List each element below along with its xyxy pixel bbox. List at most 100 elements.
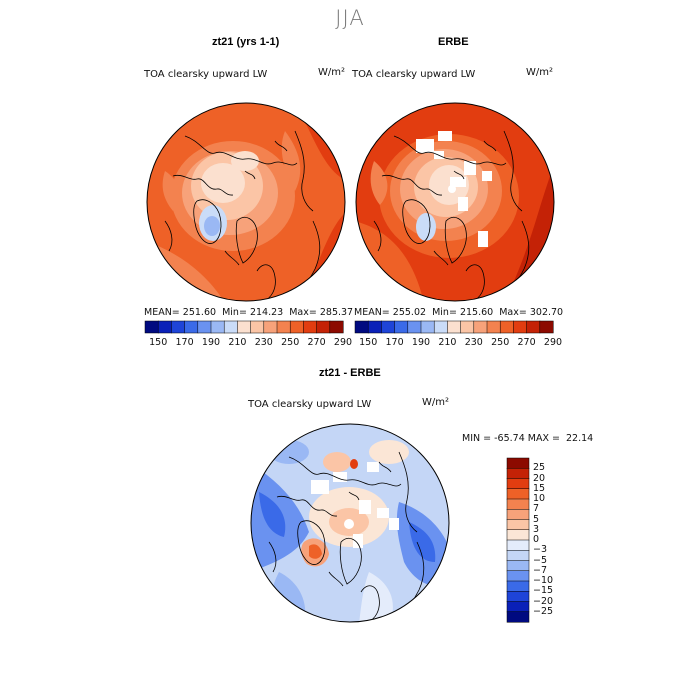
colorbar-swatch <box>506 478 530 490</box>
panel1-min: 214.23 <box>249 307 284 318</box>
colorbar-tick-label: 250 <box>281 337 300 348</box>
colorbar-tick-label: 3 <box>533 523 540 535</box>
panel2-units: W/m² <box>526 67 554 78</box>
panel2-coastlines <box>373 130 530 301</box>
panel3-missing-data <box>311 462 399 548</box>
colorbar-swatch <box>506 519 530 531</box>
colorbar-tick-label: 150 <box>359 337 378 348</box>
colorbar-tick-label: 5 <box>533 513 540 525</box>
panel1-colorbar <box>144 320 344 334</box>
colorbar-swatch <box>486 320 501 334</box>
colorbar-tick-label: 210 <box>438 337 457 348</box>
colorbar-tick-label: 290 <box>543 337 563 348</box>
colorbar-tick-label: 20 <box>533 472 546 484</box>
colorbar-swatch <box>506 529 530 541</box>
colorbar-tick-label: −7 <box>533 564 548 576</box>
colorbar-swatch <box>506 539 530 551</box>
colorbar-tick-label: −25 <box>533 605 554 617</box>
panel2-max: 302.70 <box>529 307 564 318</box>
colorbar-swatch <box>223 320 238 334</box>
colorbar-swatch <box>447 320 462 334</box>
panel3-max: 22.14 <box>565 433 594 444</box>
colorbar-swatch <box>506 498 530 510</box>
panel2-stats: MEAN= 255.02 Min= 215.60 Max= 302.70 <box>354 307 564 318</box>
colorbar-tick-label: 150 <box>149 337 168 348</box>
colorbar-tick-label: 230 <box>464 337 483 348</box>
panel3-units: W/m² <box>422 397 450 408</box>
panel1-units: W/m² <box>318 67 346 78</box>
colorbar-swatch <box>171 320 186 334</box>
colorbar-swatch <box>157 320 172 334</box>
colorbar-tick-label: −20 <box>533 595 554 607</box>
colorbar-swatch <box>420 320 435 334</box>
colorbar-tick-label: 270 <box>307 337 326 348</box>
colorbar-tick-label: −3 <box>533 544 548 556</box>
colorbar-swatch <box>506 457 530 469</box>
panel2-variable: TOA clearsky upward LW <box>352 69 476 80</box>
colorbar-tick-label: 0 <box>533 534 540 545</box>
colorbar-swatch <box>210 320 225 334</box>
colorbar-swatch <box>354 320 369 334</box>
colorbar-swatch <box>460 320 475 334</box>
colorbar-swatch <box>506 550 530 562</box>
panel3-coastlines <box>268 451 425 622</box>
panel2-colorbar <box>354 320 554 334</box>
colorbar-tick-label: −15 <box>533 585 554 597</box>
panel1-map-border <box>146 102 346 302</box>
panel3-map <box>250 423 450 623</box>
panel2-title: ERBE <box>438 36 469 48</box>
colorbar-swatch <box>250 320 265 334</box>
colorbar-swatch <box>499 320 514 334</box>
colorbar-tick-label: 270 <box>517 337 536 348</box>
panel1-title: zt21 (yrs 1-1) <box>212 36 280 48</box>
panel3-colorbar <box>506 457 530 623</box>
colorbar-swatch <box>473 320 488 334</box>
colorbar-swatch <box>506 580 530 592</box>
panel1-variable: TOA clearsky upward LW <box>144 69 268 80</box>
colorbar-swatch <box>506 601 530 613</box>
colorbar-swatch <box>367 320 382 334</box>
colorbar-swatch <box>276 320 291 334</box>
colorbar-swatch <box>506 468 530 480</box>
colorbar-tick-label: 170 <box>175 337 194 348</box>
colorbar-tick-label: 230 <box>254 337 273 348</box>
colorbar-swatch <box>289 320 304 334</box>
panel3-variable: TOA clearsky upward LW <box>248 399 372 410</box>
colorbar-swatch <box>433 320 448 334</box>
colorbar-swatch <box>506 488 530 500</box>
figure-title: JJA <box>335 6 365 30</box>
colorbar-tick-label: 250 <box>491 337 510 348</box>
panel1-stats: MEAN= 251.60 Min= 214.23 Max= 285.37 <box>144 307 354 318</box>
colorbar-tick-label: 15 <box>533 482 546 494</box>
colorbar-tick-label: −5 <box>533 554 548 566</box>
colorbar-swatch <box>381 320 396 334</box>
colorbar-tick-label: 210 <box>228 337 247 348</box>
colorbar-swatch <box>526 320 541 334</box>
panel3-min: -65.74 <box>494 433 525 444</box>
panel3-colorbar-labels: 25 20 15 10 7 5 3 0 −3 −5 −7 −10 −15 −20 −25 <box>533 458 573 622</box>
panel1-max: 285.37 <box>319 307 354 318</box>
colorbar-tick-label: 25 <box>533 462 546 474</box>
panel2-map <box>355 102 555 302</box>
colorbar-swatch <box>184 320 199 334</box>
colorbar-swatch <box>316 320 331 334</box>
colorbar-tick-label: 170 <box>385 337 404 348</box>
colorbar-swatch <box>237 320 252 334</box>
panel2-min: 215.60 <box>459 307 494 318</box>
colorbar-swatch <box>506 591 530 603</box>
colorbar-tick-label: 190 <box>201 337 221 348</box>
panel1-map <box>146 102 346 302</box>
panel3-map-border <box>250 423 450 623</box>
panel2-colorbar-labels: 150 170 190 210 230 250 270 290 <box>355 337 562 349</box>
colorbar-swatch <box>506 570 530 582</box>
colorbar-swatch <box>394 320 409 334</box>
colorbar-swatch <box>407 320 422 334</box>
panel2-map-border <box>355 102 555 302</box>
colorbar-tick-label: −10 <box>533 575 554 586</box>
panel3-stats: MIN = -65.74 MAX = 22.14 <box>462 433 594 444</box>
colorbar-swatch <box>513 320 528 334</box>
colorbar-swatch <box>506 560 530 572</box>
colorbar-swatch <box>329 320 344 334</box>
colorbar-swatch <box>263 320 278 334</box>
